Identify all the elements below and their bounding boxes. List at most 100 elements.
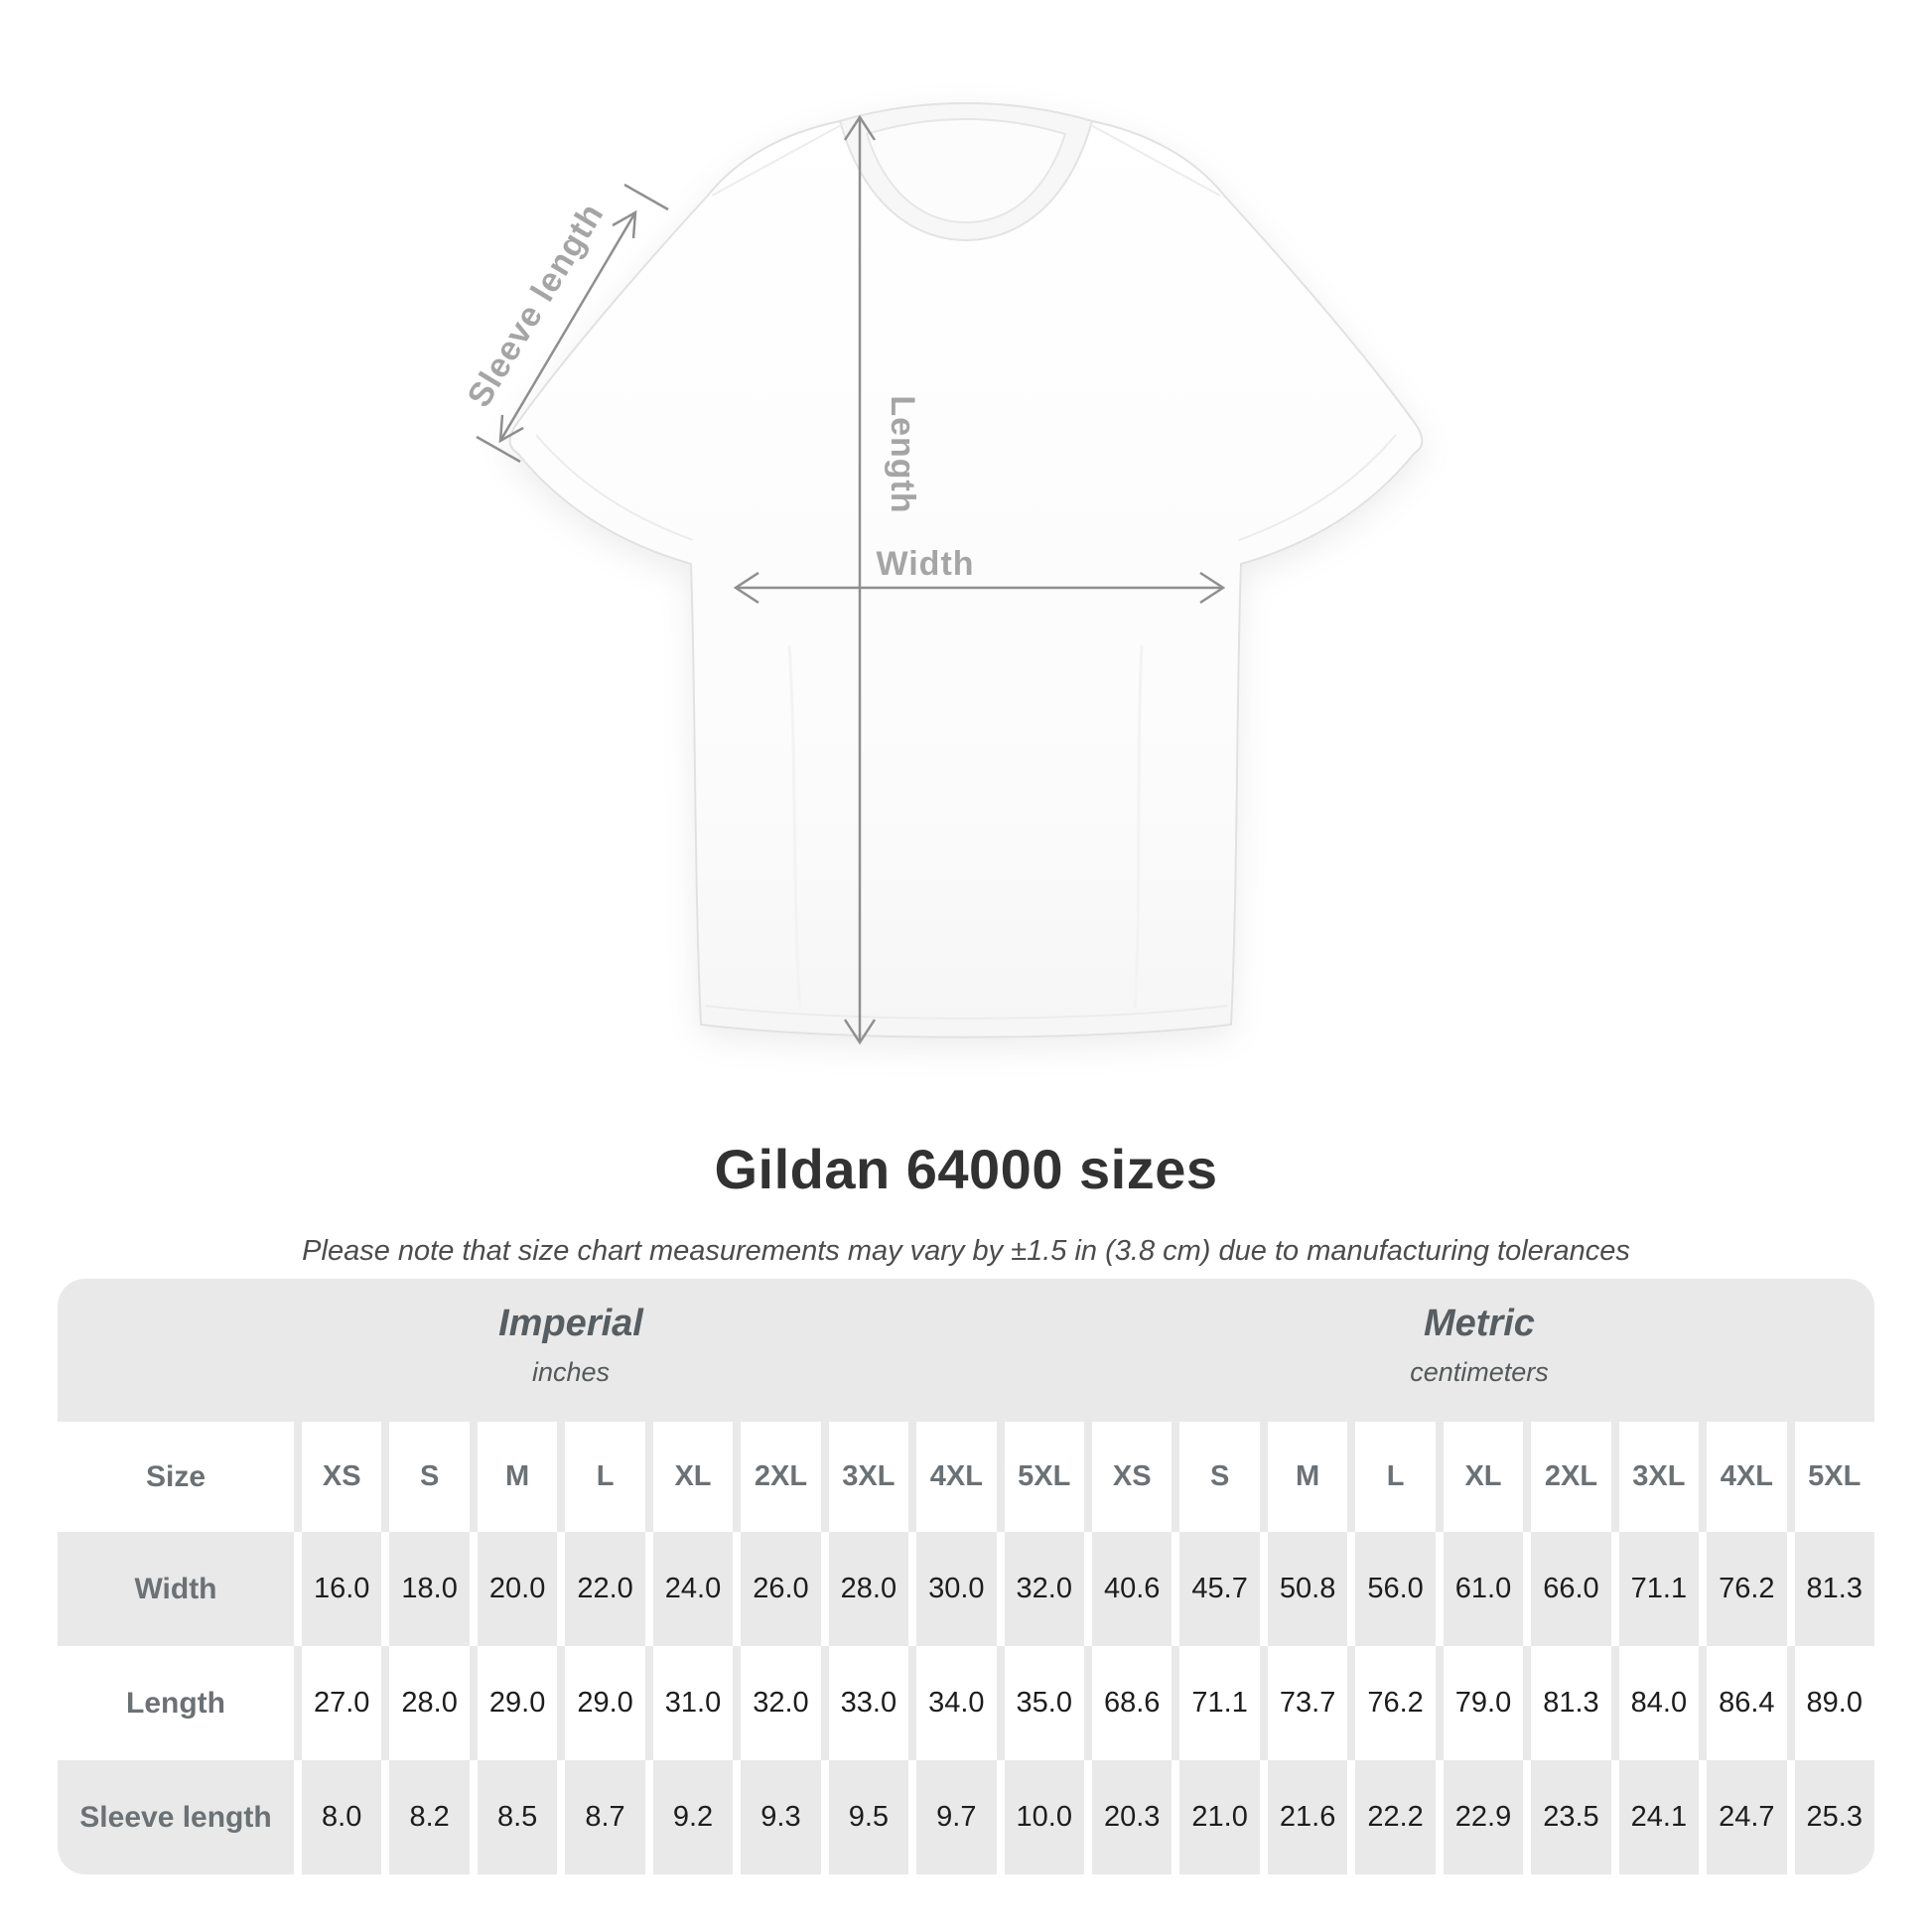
- width-value-cell: 26.0: [733, 1532, 820, 1646]
- tolerance-note: Please note that size chart measurements…: [302, 1235, 1630, 1267]
- tshirt-collar-opening: [865, 118, 1067, 224]
- length-value-cell: 29.0: [557, 1646, 645, 1760]
- length-value-cell: 29.0: [469, 1646, 558, 1760]
- length-value-cell: 81.3: [1523, 1646, 1611, 1760]
- imperial-unit: inches: [531, 1357, 611, 1387]
- sleeve-value-cell: 21.6: [1259, 1760, 1347, 1874]
- left-sleeve-hem-stitch: [535, 434, 694, 541]
- length-value-cell: 35.0: [996, 1646, 1084, 1760]
- length-value-cell: 34.0: [908, 1646, 997, 1760]
- sleeve-value-cell: 20.3: [1083, 1760, 1172, 1874]
- size-header-imperial: 4XL: [908, 1422, 997, 1532]
- width-value-cell: 61.0: [1435, 1532, 1523, 1646]
- size-header-imperial: M: [469, 1422, 558, 1532]
- size-column-header: Size: [58, 1422, 294, 1532]
- length-value-cell: 27.0: [294, 1646, 382, 1760]
- length-value-cell: 33.0: [820, 1646, 909, 1760]
- size-header-imperial: XS: [294, 1422, 382, 1532]
- length-value-cell: 79.0: [1435, 1646, 1524, 1760]
- length-value-cell: 28.0: [381, 1646, 470, 1760]
- width-value-cell: 20.0: [469, 1532, 557, 1646]
- length-dimension-arrow: [843, 114, 877, 1045]
- size-header-metric: 2XL: [1523, 1422, 1611, 1532]
- size-header-imperial: 2XL: [733, 1422, 821, 1532]
- width-value-cell: 22.0: [557, 1532, 644, 1646]
- size-header-metric: M: [1259, 1422, 1348, 1532]
- metric-group-header: Metric centimeters: [1084, 1279, 1874, 1422]
- page-title: Gildan 64000 sizes: [714, 1138, 1218, 1200]
- sleeve-value-cell: 8.5: [469, 1760, 557, 1874]
- width-value-cell: 71.1: [1610, 1532, 1699, 1646]
- sleeve-value-cell: 24.7: [1699, 1760, 1786, 1874]
- sleeve-value-cell: 8.2: [381, 1760, 469, 1874]
- length-value-cell: 73.7: [1259, 1646, 1348, 1760]
- width-value-cell: 81.3: [1786, 1532, 1874, 1646]
- sleeve-value-cell: 24.1: [1610, 1760, 1699, 1874]
- width-value-cell: 45.7: [1172, 1532, 1259, 1646]
- width-value-cell: 28.0: [820, 1532, 908, 1646]
- sleeve-value-cell: 22.2: [1347, 1760, 1435, 1874]
- sleeve-value-cell: 8.0: [294, 1760, 381, 1874]
- sleeve-value-cell: 8.7: [557, 1760, 644, 1874]
- tshirt-measurement-diagram: Sleeve length Length Width: [460, 102, 1424, 1045]
- width-value-cell: 18.0: [381, 1532, 469, 1646]
- row-label-length: Length: [58, 1646, 294, 1760]
- size-header-metric: S: [1172, 1422, 1260, 1532]
- bottom-hem-stitch: [704, 1005, 1228, 1020]
- fabric-wrinkle: [787, 644, 802, 1009]
- tshirt-illustration: [508, 102, 1424, 1038]
- tshirt-silhouette: [508, 102, 1424, 1038]
- length-value-cell: 86.4: [1699, 1646, 1787, 1760]
- width-value-cell: 32.0: [996, 1532, 1084, 1646]
- size-header-metric: XS: [1083, 1422, 1173, 1532]
- length-label: Length: [884, 395, 921, 513]
- sleeve-value-cell: 25.3: [1786, 1760, 1874, 1874]
- imperial-group-header: Imperial inches: [58, 1279, 1084, 1422]
- size-header-metric: 3XL: [1610, 1422, 1700, 1532]
- length-value-cell: 84.0: [1610, 1646, 1700, 1760]
- row-label-width: Width: [134, 1572, 217, 1605]
- width-value-cell: 56.0: [1347, 1532, 1435, 1646]
- metric-title: Metric: [1424, 1303, 1535, 1344]
- width-dimension-arrow: [733, 571, 1226, 605]
- right-shoulder-seam: [1088, 123, 1221, 197]
- width-value-cell: 66.0: [1523, 1532, 1610, 1646]
- size-header-metric: 4XL: [1699, 1422, 1787, 1532]
- length-value-cell: 71.1: [1172, 1646, 1260, 1760]
- size-header-metric: L: [1347, 1422, 1436, 1532]
- size-header-metric: XL: [1435, 1422, 1524, 1532]
- sleeve-value-cell: 21.0: [1172, 1760, 1259, 1874]
- sleeve-value-cell: 22.9: [1435, 1760, 1523, 1874]
- sleeve-value-cell: 9.7: [908, 1760, 996, 1874]
- row-label-sleeve-length: Sleeve length: [79, 1800, 272, 1834]
- sleeve-value-cell: 9.3: [733, 1760, 820, 1874]
- width-value-cell: 76.2: [1699, 1532, 1786, 1646]
- width-value-cell: 30.0: [908, 1532, 996, 1646]
- size-header-imperial: XL: [644, 1422, 734, 1532]
- width-value-cell: 24.0: [644, 1532, 733, 1646]
- right-sleeve-hem-stitch: [1238, 434, 1397, 541]
- size-table: Imperial inches Metric centimeters Size …: [58, 1279, 1874, 1874]
- fabric-wrinkle: [1133, 644, 1144, 1009]
- size-header-imperial: L: [557, 1422, 645, 1532]
- length-value-cell: 32.0: [733, 1646, 821, 1760]
- length-value-cell: 31.0: [644, 1646, 734, 1760]
- sleeve-dimension-arrow: [476, 183, 669, 464]
- width-value-cell: 50.8: [1259, 1532, 1347, 1646]
- width-value-cell: 16.0: [294, 1532, 381, 1646]
- imperial-title: Imperial: [498, 1303, 643, 1344]
- size-header-imperial: 5XL: [996, 1422, 1084, 1532]
- width-label: Width: [876, 545, 974, 583]
- length-value-cell: 89.0: [1786, 1646, 1874, 1760]
- size-header-metric: 5XL: [1786, 1422, 1874, 1532]
- sleeve-value-cell: 9.2: [644, 1760, 733, 1874]
- sleeve-value-cell: 23.5: [1523, 1760, 1610, 1874]
- length-value-cell: 68.6: [1083, 1646, 1173, 1760]
- size-header-imperial: S: [381, 1422, 470, 1532]
- sleeve-value-cell: 10.0: [996, 1760, 1084, 1874]
- size-header-imperial: 3XL: [820, 1422, 909, 1532]
- length-value-cell: 76.2: [1347, 1646, 1436, 1760]
- left-shoulder-seam: [711, 123, 844, 197]
- sleeve-value-cell: 9.5: [820, 1760, 908, 1874]
